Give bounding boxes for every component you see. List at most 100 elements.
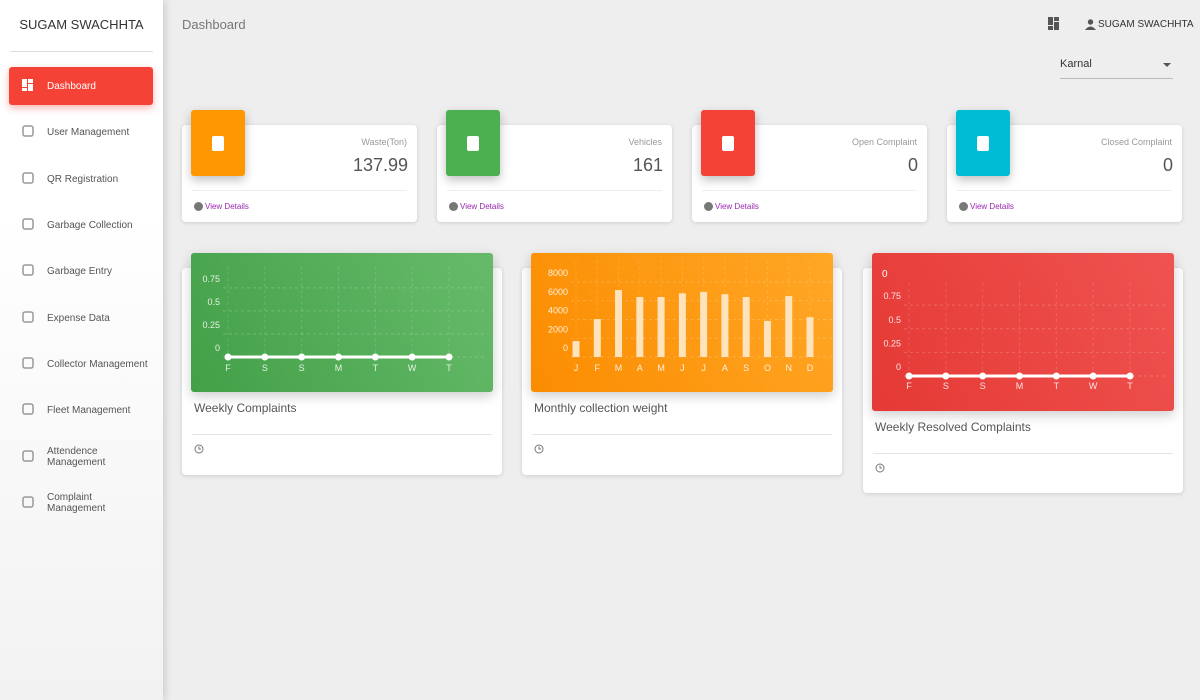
glyph — [22, 172, 34, 184]
x-tick-label: T — [446, 363, 452, 373]
menu-item[interactable]: Fleet Management — [9, 391, 153, 429]
x-tick-label: M — [335, 363, 343, 373]
y-tick-label: 4000 — [548, 306, 568, 316]
stat-value: 0 — [1162, 155, 1173, 175]
y-tick-label: 0 — [215, 343, 220, 353]
divider — [192, 190, 407, 191]
point — [445, 353, 453, 361]
glyph — [28, 79, 33, 83]
y-tick-label: 0 — [563, 343, 568, 353]
info-icon — [704, 202, 713, 211]
chart: 0 2000 4000 6000 8000 J F M A M J J A S O N D — [548, 260, 845, 373]
glyph — [879, 465, 882, 469]
x-tick-label: S — [299, 363, 305, 373]
chart: 0 0.25 0.5 0.75 F S S M T W T 0 — [882, 269, 1165, 391]
clock-icon — [194, 444, 204, 454]
divider — [957, 190, 1172, 191]
y-tick-label: 0.25 — [202, 320, 220, 330]
view-details[interactable]: View Details — [715, 202, 759, 211]
bar — [721, 294, 729, 357]
x-tick-label: N — [785, 363, 792, 373]
divider — [192, 434, 492, 435]
menu-icon — [22, 218, 34, 230]
glyph — [449, 202, 458, 211]
view-details[interactable]: View Details — [460, 202, 504, 211]
stat-icon — [701, 110, 755, 176]
menu-item[interactable]: Dashboard — [9, 67, 153, 105]
user-icon — [1085, 19, 1096, 30]
x-tick-label: F — [906, 381, 912, 391]
glyph — [959, 202, 968, 211]
x-tick-label: W — [408, 363, 417, 373]
glyph — [538, 446, 541, 450]
stat-icon — [191, 110, 245, 176]
glyph — [212, 136, 224, 151]
x-tick-label: F — [225, 363, 231, 373]
menu-label: Complaint Management — [47, 492, 106, 514]
glyph — [198, 446, 201, 450]
x-tick-label: S — [943, 381, 949, 391]
menu-item[interactable]: Complaint Management — [9, 484, 153, 522]
point — [408, 353, 416, 361]
glyph — [22, 403, 34, 415]
menu-item[interactable]: Garbage Entry — [9, 252, 153, 290]
annotation: 0 — [882, 269, 888, 280]
glyph — [722, 136, 734, 151]
point — [335, 353, 342, 361]
menu-label: Attendence Management — [47, 446, 106, 468]
view-details[interactable]: View Details — [970, 202, 1014, 211]
glyph — [22, 311, 34, 323]
stat-value: 137.99 — [352, 155, 408, 175]
menu-label: User Management — [47, 126, 130, 138]
x-tick-label: T — [1054, 381, 1060, 391]
point — [371, 353, 379, 361]
user-name[interactable]: SUGAM SWACHHTA — [1098, 19, 1194, 30]
menu-icon — [22, 496, 34, 508]
chart-panel: 0 0.25 0.5 0.75 F S S M T W T — [191, 253, 493, 392]
menu-item[interactable]: Expense Data — [9, 299, 153, 337]
glyph — [22, 496, 34, 508]
menu-label: Dashboard — [47, 80, 96, 92]
x-tick-label: S — [262, 363, 268, 373]
clock-icon — [534, 444, 544, 454]
menu-item[interactable]: User Management — [9, 113, 153, 151]
menu-item[interactable]: QR Registration — [9, 160, 153, 198]
menu-item[interactable]: Collector Management — [9, 345, 153, 383]
icon-glyph — [977, 136, 989, 151]
menu-item[interactable]: Attendence Management — [9, 438, 153, 476]
chart: 0 0.25 0.5 0.75 F S S M T W T — [202, 266, 484, 373]
bar — [742, 297, 750, 357]
glyph — [704, 202, 713, 211]
glyph — [977, 136, 989, 151]
menu-item[interactable]: Garbage Collection — [9, 206, 153, 244]
icon-glyph — [212, 136, 224, 151]
stat-value: 0 — [907, 155, 918, 175]
bar — [763, 320, 771, 357]
x-tick-label: M — [657, 363, 665, 373]
point — [1052, 372, 1060, 380]
point — [1126, 372, 1134, 380]
x-tick-label: M — [1016, 381, 1024, 391]
y-tick-label: 6000 — [548, 287, 568, 297]
y-tick-label: 0.5 — [888, 315, 901, 325]
glyph — [22, 79, 27, 87]
bar — [636, 297, 644, 357]
y-tick-label: 0.75 — [883, 291, 901, 301]
glyph — [22, 450, 34, 462]
view-details[interactable]: View Details — [205, 202, 249, 211]
location-select[interactable]: Karnal — [1060, 58, 1173, 79]
x-tick-label: F — [595, 363, 601, 373]
bar — [806, 317, 814, 357]
y-tick-label: 0.5 — [207, 297, 220, 307]
point — [1016, 372, 1023, 380]
stat-label: Open Complaint — [851, 137, 917, 147]
menu-icon — [22, 79, 33, 91]
bar — [572, 341, 580, 357]
page-title: Dashboard — [182, 17, 246, 32]
x-tick-label: J — [574, 363, 579, 373]
bar — [678, 293, 686, 357]
apps-icon[interactable] — [1048, 17, 1060, 30]
point — [1089, 372, 1097, 380]
menu-label: Garbage Collection — [47, 219, 133, 231]
